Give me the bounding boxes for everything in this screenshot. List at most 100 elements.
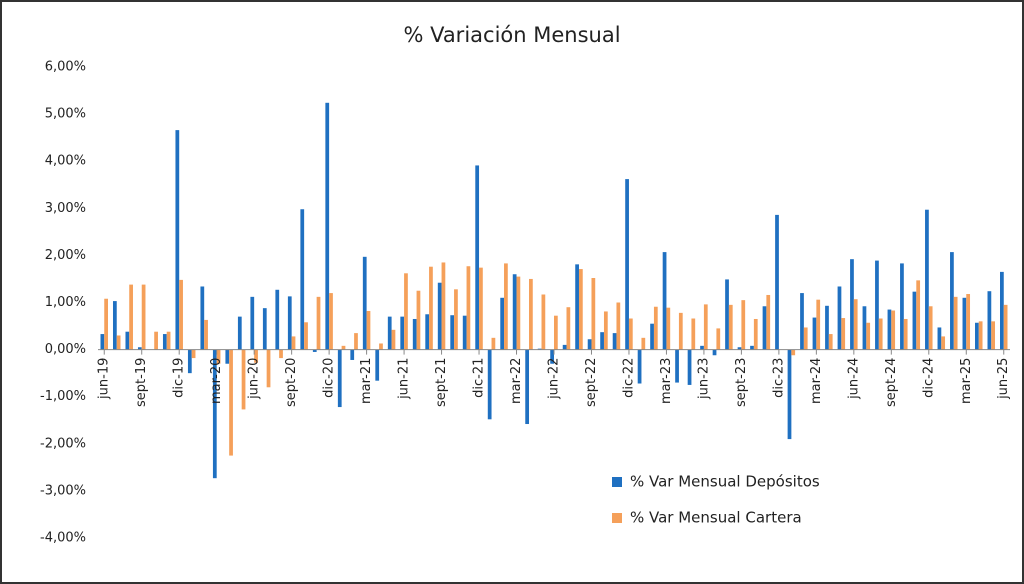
bar	[429, 266, 433, 350]
bar	[791, 349, 796, 356]
bar	[941, 336, 946, 350]
bar	[179, 279, 183, 350]
bar	[678, 312, 683, 350]
bar	[554, 315, 558, 350]
x-tick-label: dic-22	[621, 358, 636, 398]
x-tick-label: dic-23	[771, 358, 786, 398]
bar	[275, 289, 280, 350]
bar	[512, 274, 517, 350]
y-tick-label: 1,00%	[45, 295, 86, 310]
x-tick-label: mar-22	[509, 358, 524, 404]
bar	[750, 345, 754, 350]
y-tick-label: 3,00%	[45, 201, 86, 216]
bar	[912, 291, 917, 350]
bar	[712, 349, 717, 356]
bar	[116, 335, 121, 350]
bar	[291, 336, 296, 350]
bar	[412, 318, 417, 350]
bar	[850, 259, 854, 350]
bar	[675, 349, 679, 383]
legend-swatch	[612, 477, 622, 487]
bar	[516, 276, 521, 350]
bar	[628, 318, 633, 350]
bar	[987, 291, 992, 350]
bar	[375, 349, 380, 381]
bar	[479, 267, 483, 350]
bar	[266, 349, 271, 388]
bar	[154, 331, 158, 350]
bar	[828, 334, 833, 350]
bar	[928, 306, 933, 350]
bar	[787, 349, 792, 440]
bar	[475, 165, 480, 350]
bar	[354, 333, 358, 350]
bar	[953, 296, 958, 350]
bar	[229, 349, 233, 456]
x-tick-label: mar-25	[959, 358, 974, 404]
x-tick-label: dic-19	[172, 358, 187, 398]
bar	[350, 349, 355, 360]
bar	[637, 349, 642, 384]
bar	[991, 321, 996, 350]
bar	[379, 343, 383, 350]
x-tick-label: dic-24	[921, 358, 936, 398]
bar	[753, 318, 758, 350]
bar	[625, 179, 629, 350]
y-tick-label: -2,00%	[40, 436, 86, 451]
bar	[500, 297, 505, 350]
bar	[300, 209, 305, 350]
bar	[212, 349, 217, 479]
bar	[975, 322, 979, 350]
bar	[362, 256, 367, 350]
bar	[741, 300, 746, 350]
bar	[241, 349, 246, 410]
x-tick-label: sept-23	[734, 358, 749, 407]
x-tick-label: sept-24	[884, 358, 899, 407]
x-tick-label: mar-21	[359, 358, 374, 404]
bar	[462, 315, 467, 350]
x-tick-label: sept-22	[584, 358, 599, 407]
bar	[454, 289, 458, 350]
bar	[716, 328, 721, 350]
bar	[925, 209, 929, 350]
y-tick-label: -4,00%	[40, 531, 86, 546]
bar	[662, 252, 667, 350]
bar	[237, 316, 242, 350]
bar	[900, 263, 904, 350]
bar	[341, 345, 346, 350]
x-tick-label: jun-22	[547, 358, 562, 400]
bar	[566, 307, 571, 350]
bar	[100, 334, 105, 350]
bar	[166, 331, 171, 350]
x-tick-label: jun-21	[397, 358, 412, 400]
x-tick-label: jun-19	[97, 358, 112, 400]
bar	[141, 284, 146, 350]
bar	[837, 286, 842, 350]
bar	[404, 273, 408, 350]
bar	[641, 337, 646, 350]
bar	[391, 329, 396, 350]
bar	[191, 349, 196, 359]
bar	[491, 337, 496, 350]
bar	[504, 263, 508, 350]
y-tick-label: 6,00%	[45, 60, 86, 75]
bar	[616, 302, 621, 350]
bar	[887, 309, 892, 350]
bar	[287, 296, 292, 350]
bar	[966, 294, 971, 350]
bar	[204, 319, 208, 350]
bar	[762, 306, 767, 350]
x-tick-label: sept-20	[284, 358, 299, 407]
bar	[262, 308, 267, 350]
bar	[653, 306, 658, 350]
bar	[125, 331, 130, 350]
bar	[1003, 304, 1008, 350]
bar	[916, 280, 921, 350]
x-tick-label: mar-23	[659, 358, 674, 404]
bar	[425, 314, 430, 350]
bar	[978, 321, 983, 350]
x-tick-label: dic-21	[472, 358, 487, 398]
bar	[329, 293, 333, 350]
legend-label: % Var Mensual Cartera	[630, 509, 802, 527]
